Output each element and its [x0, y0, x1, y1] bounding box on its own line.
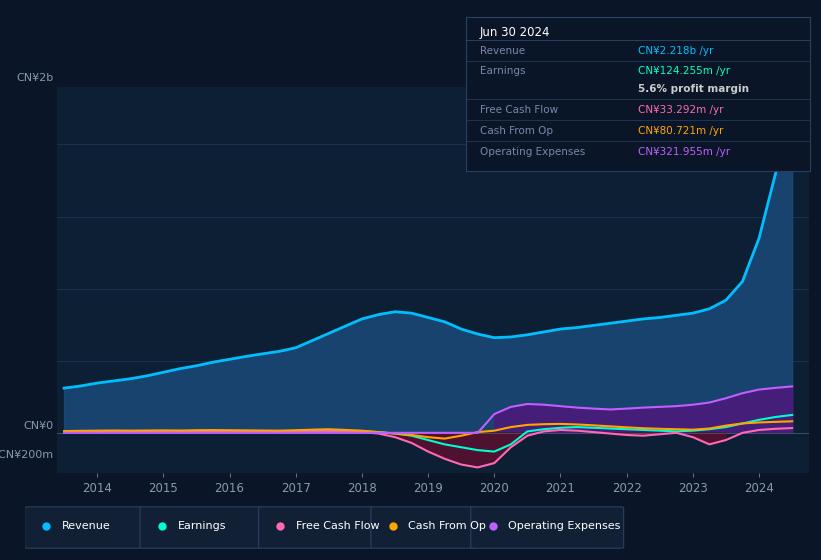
Text: Earnings: Earnings [177, 521, 226, 531]
Text: CN¥321.955m /yr: CN¥321.955m /yr [638, 147, 730, 157]
Text: Operating Expenses: Operating Expenses [480, 147, 585, 157]
Text: CN¥2b: CN¥2b [16, 73, 53, 83]
Text: CN¥33.292m /yr: CN¥33.292m /yr [638, 105, 723, 115]
FancyBboxPatch shape [470, 507, 624, 548]
Text: Free Cash Flow: Free Cash Flow [296, 521, 379, 531]
Text: Cash From Op: Cash From Op [480, 126, 553, 136]
Text: 5.6% profit margin: 5.6% profit margin [638, 84, 749, 94]
Text: Free Cash Flow: Free Cash Flow [480, 105, 558, 115]
FancyBboxPatch shape [140, 507, 262, 548]
Text: CN¥124.255m /yr: CN¥124.255m /yr [638, 67, 730, 77]
Text: Revenue: Revenue [480, 46, 525, 55]
Text: Earnings: Earnings [480, 67, 525, 77]
Text: CN¥80.721m /yr: CN¥80.721m /yr [638, 126, 723, 136]
FancyBboxPatch shape [259, 507, 374, 548]
Text: Operating Expenses: Operating Expenses [508, 521, 621, 531]
FancyBboxPatch shape [371, 507, 475, 548]
Text: CN¥0: CN¥0 [24, 421, 53, 431]
Text: CN¥2.218b /yr: CN¥2.218b /yr [638, 46, 713, 55]
Text: Jun 30 2024: Jun 30 2024 [480, 26, 551, 39]
Text: Revenue: Revenue [62, 521, 111, 531]
Text: -CN¥200m: -CN¥200m [0, 450, 53, 460]
Text: Cash From Op: Cash From Op [408, 521, 486, 531]
FancyBboxPatch shape [25, 507, 143, 548]
